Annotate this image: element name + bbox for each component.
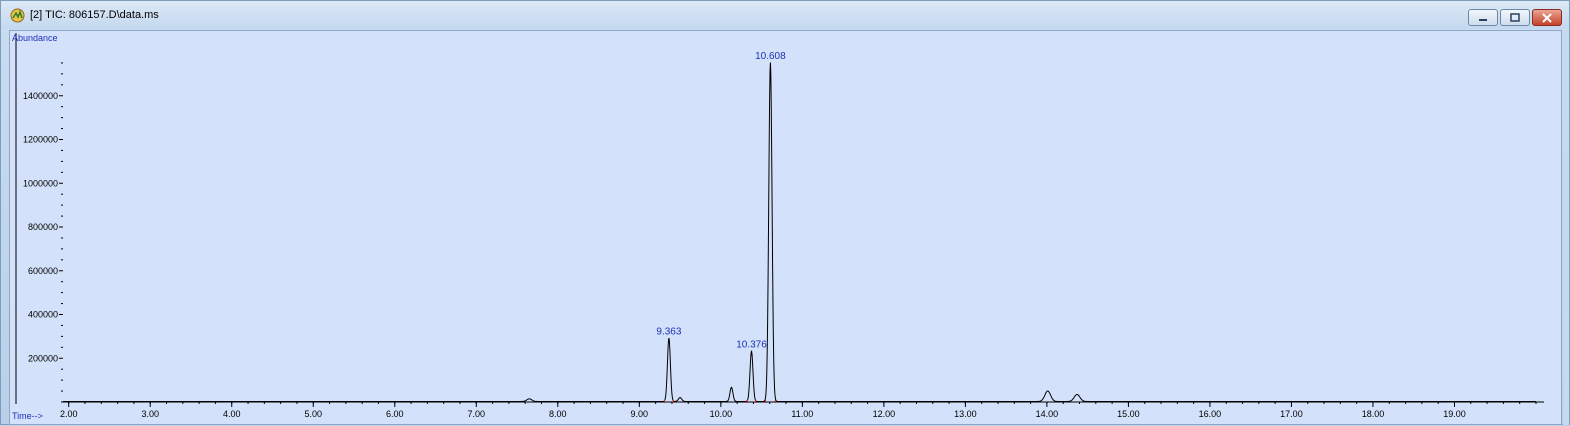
- x-tick-label: 11.00: [791, 409, 813, 419]
- x-tick-label: 17.00: [1280, 409, 1303, 419]
- close-button[interactable]: [1532, 9, 1562, 26]
- y-tick-label: 1200000: [23, 135, 58, 145]
- close-icon: [1533, 10, 1561, 25]
- x-tick-label: 9.00: [631, 409, 649, 419]
- x-tick-label: 19.00: [1443, 409, 1466, 419]
- x-axis-label: Time-->: [12, 411, 43, 421]
- peak-label: 10.376: [736, 340, 767, 351]
- maximize-button[interactable]: [1500, 9, 1530, 26]
- x-tick-label: 6.00: [386, 409, 404, 419]
- x-tick-label: 14.00: [1036, 409, 1059, 419]
- y-axis-label: Abundance: [12, 33, 58, 43]
- window-edge: [1563, 30, 1569, 425]
- x-tick-label: 15.00: [1117, 409, 1140, 419]
- maximize-icon: [1501, 10, 1529, 25]
- minimize-icon: [1469, 10, 1497, 25]
- y-tick-label: 400000: [28, 310, 58, 320]
- x-tick-label: 7.00: [468, 409, 486, 419]
- x-tick-label: 4.00: [223, 409, 241, 419]
- x-tick-label: 8.00: [549, 409, 567, 419]
- x-tick-label: 3.00: [141, 409, 159, 419]
- tic-trace: [63, 62, 1536, 402]
- y-tick-label: 200000: [28, 353, 58, 363]
- x-tick-label: 13.00: [954, 409, 977, 419]
- plot-area[interactable]: Abundance Time--> 200000 400000 600000 800000…: [9, 30, 1562, 425]
- x-tick-label: 16.00: [1199, 409, 1222, 419]
- x-tick-label: 5.00: [304, 409, 322, 419]
- y-tick-label: 1000000: [23, 178, 58, 188]
- minimize-button[interactable]: [1468, 9, 1498, 26]
- tic-chromatogram: Abundance Time--> 200000 400000 600000 800000…: [12, 33, 1544, 421]
- peak-label: 9.363: [656, 327, 681, 338]
- window-title: [2] TIC: 806157.D\data.ms: [30, 9, 159, 21]
- x-tick-label: 12.00: [873, 409, 896, 419]
- y-tick-label: 600000: [28, 266, 58, 276]
- x-tick-label: 10.00: [710, 409, 733, 419]
- x-tick-label: 2.00: [60, 409, 78, 419]
- title-bar[interactable]: [2] TIC: 806157.D\data.ms: [1, 1, 1569, 29]
- peak-label: 10.608: [755, 51, 786, 62]
- chemstation-app-icon: [10, 8, 25, 23]
- x-tick-label: 18.00: [1362, 409, 1385, 419]
- y-tick-label: 1400000: [23, 91, 58, 101]
- y-tick-label: 800000: [28, 222, 58, 232]
